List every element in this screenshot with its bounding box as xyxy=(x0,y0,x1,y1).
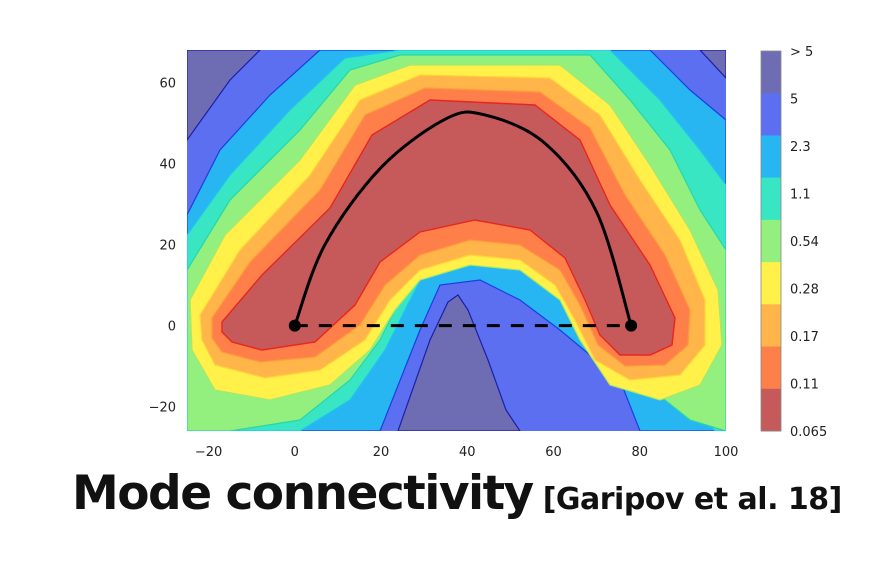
colorbar-swatch xyxy=(761,51,781,94)
caption-title: Mode connectivity xyxy=(72,466,534,521)
colorbar-labels: > 5 5 2.3 1.1 0.54 0.28 0.17 0.11 0.065 xyxy=(790,45,827,440)
contour-corner-tl xyxy=(187,50,261,142)
colorbar-label: 0.54 xyxy=(790,235,819,250)
colorbar-swatch xyxy=(761,219,781,263)
x-tick-label: 80 xyxy=(631,445,648,460)
colorbar-swatch xyxy=(761,388,781,432)
colorbar-frame xyxy=(760,50,782,432)
colorbar-label: 0.17 xyxy=(790,330,819,345)
x-tick-label: 40 xyxy=(459,445,476,460)
colorbar-swatch xyxy=(761,304,781,348)
endpoint-1 xyxy=(288,319,301,332)
x-tick-labels: −20 0 20 40 60 80 100 xyxy=(195,445,739,460)
colorbar-swatch xyxy=(761,346,781,390)
x-tick-label: 20 xyxy=(373,445,390,460)
y-tick-label: 60 xyxy=(159,76,176,91)
x-tick-label: −20 xyxy=(195,445,222,460)
colorbar-swatch xyxy=(761,262,781,305)
contour-band-low xyxy=(221,99,676,356)
y-tick-label: 20 xyxy=(159,239,176,254)
colorbar-label: > 5 xyxy=(790,45,813,60)
colorbar-label: 0.28 xyxy=(790,283,819,298)
x-axis: −20 0 20 40 60 80 100 xyxy=(195,445,739,460)
contour-chart: −20 0 20 40 60 80 100 60 40 20 0 −20 > 5 5 2.3 1.1 0.5… xyxy=(149,45,828,460)
contour-field xyxy=(187,50,726,431)
caption-citation: [Garipov et al. 18] xyxy=(542,482,843,517)
colorbar-label: 5 xyxy=(790,93,798,108)
endpoint-2 xyxy=(625,319,638,332)
mode-endpoints xyxy=(288,319,638,332)
y-tick-label: −20 xyxy=(149,401,176,416)
colorbar-label: 2.3 xyxy=(790,140,811,155)
colorbar-swatches xyxy=(761,51,781,432)
colorbar: > 5 5 2.3 1.1 0.54 0.28 0.17 0.11 0.065 xyxy=(760,45,827,440)
y-tick-label: 0 xyxy=(168,320,176,335)
caption: Mode connectivity [Garipov et al. 18] xyxy=(72,470,842,517)
x-tick-label: 0 xyxy=(291,445,299,460)
x-tick-label: 60 xyxy=(545,445,562,460)
colorbar-label: 1.1 xyxy=(790,188,811,203)
x-tick-label: 100 xyxy=(714,445,739,460)
connecting-curve xyxy=(293,110,633,327)
y-tick-labels: 60 40 20 0 −20 xyxy=(149,76,176,415)
colorbar-swatch xyxy=(761,177,781,221)
contour-corner-tr xyxy=(699,50,726,79)
colorbar-label: 0.11 xyxy=(790,378,819,393)
colorbar-label: 0.065 xyxy=(790,425,827,440)
y-tick-label: 40 xyxy=(159,157,176,172)
colorbar-swatch xyxy=(761,93,781,136)
contour-valley-deep xyxy=(397,294,521,431)
colorbar-swatch xyxy=(761,135,781,179)
y-axis: 60 40 20 0 −20 xyxy=(149,76,176,415)
